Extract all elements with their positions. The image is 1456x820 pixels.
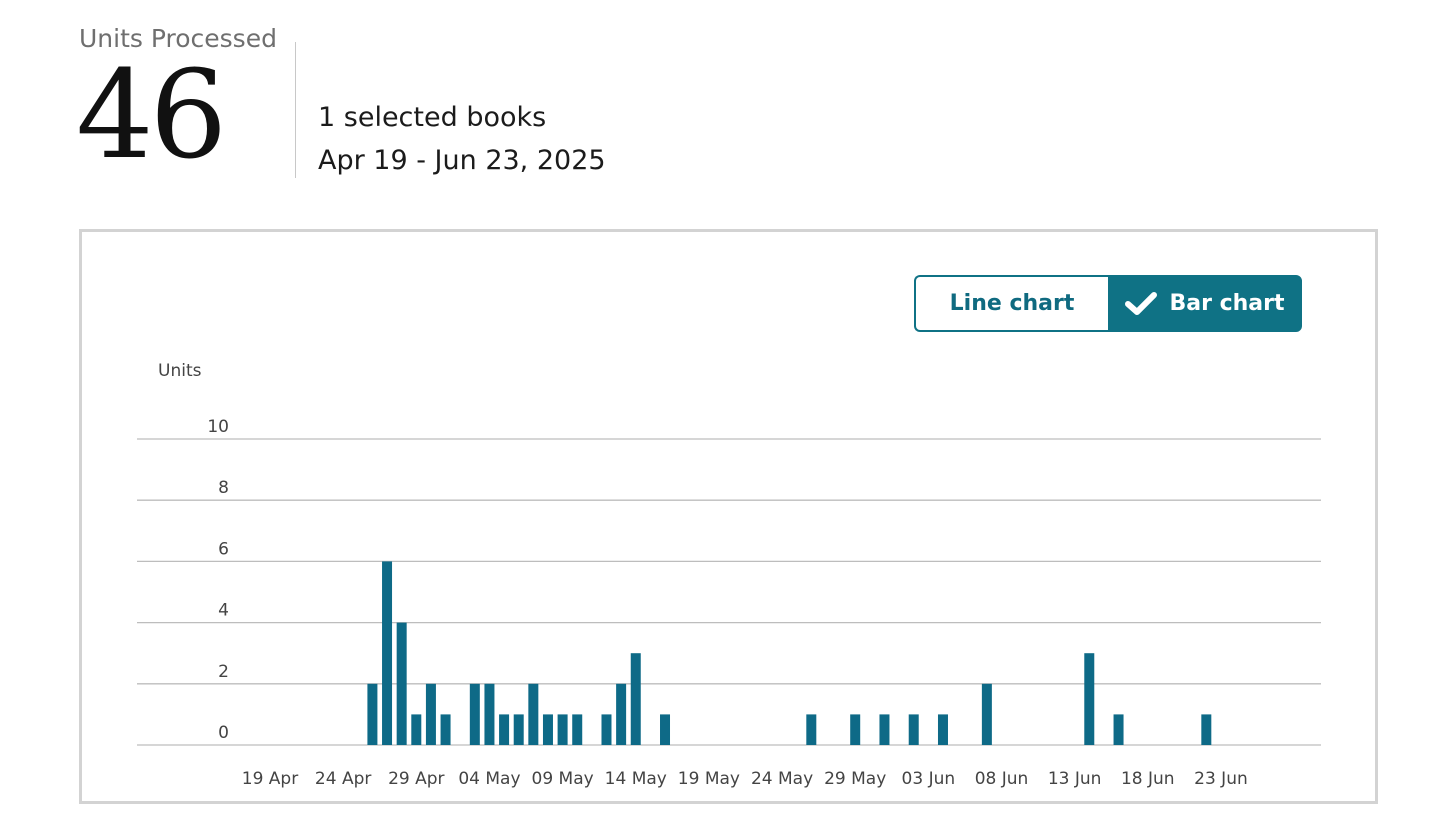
bar (660, 714, 671, 745)
bar (484, 683, 495, 745)
chart-panel (79, 229, 1378, 804)
bar (542, 714, 553, 745)
x-tick-label: 04 May (458, 769, 520, 789)
bar (879, 714, 890, 745)
x-tick-label: 24 May (751, 769, 813, 789)
line-chart-label: Line chart (949, 291, 1075, 316)
bar (1113, 714, 1124, 745)
x-tick-label: 29 Apr (388, 769, 444, 789)
bar (630, 653, 641, 745)
bar-chart-button[interactable]: Bar chart (1108, 275, 1302, 332)
bar (1201, 714, 1212, 745)
bar (601, 714, 612, 745)
x-tick-label: 23 Jun (1194, 769, 1248, 789)
divider (295, 42, 296, 178)
line-chart-button[interactable]: Line chart (914, 275, 1108, 332)
x-tick-label: 19 Apr (242, 769, 298, 789)
bar (528, 683, 539, 745)
bar (425, 683, 436, 745)
x-tick-label: 13 Jun (1048, 769, 1102, 789)
x-tick-label: 18 Jun (1121, 769, 1175, 789)
bar (469, 683, 480, 745)
x-tick-label: 09 May (532, 769, 594, 789)
bar (981, 683, 992, 745)
y-tick-label: 0 (218, 723, 229, 743)
x-tick-label: 03 Jun (902, 769, 956, 789)
bar (440, 714, 451, 745)
bar (1084, 653, 1095, 745)
metric-value: 46 (76, 44, 227, 186)
y-tick-label: 10 (207, 417, 229, 437)
bar (382, 561, 393, 745)
x-tick-label: 19 May (678, 769, 740, 789)
chart-type-toggle: Line chart Bar chart (914, 275, 1302, 332)
x-tick-label: 14 May (605, 769, 667, 789)
date-range-text: Apr 19 - Jun 23, 2025 (318, 145, 606, 176)
y-tick-label: 2 (218, 662, 229, 682)
bar (806, 714, 817, 745)
bar-chart-label: Bar chart (1169, 291, 1285, 316)
x-tick-label: 29 May (824, 769, 886, 789)
y-tick-label: 4 (218, 601, 229, 621)
y-axis-label: Units (158, 361, 202, 381)
bar (367, 683, 378, 745)
bar (616, 683, 627, 745)
checkmark-icon (1125, 291, 1158, 315)
bar (572, 714, 583, 745)
bar (411, 714, 422, 745)
y-tick-label: 6 (218, 539, 229, 559)
bar (396, 622, 407, 745)
bar (499, 714, 510, 745)
y-tick-label: 8 (218, 478, 229, 498)
bar (937, 714, 948, 745)
bar (557, 714, 568, 745)
bar (908, 714, 919, 745)
bar (513, 714, 524, 745)
x-tick-label: 08 Jun (975, 769, 1029, 789)
bar (850, 714, 861, 745)
x-tick-label: 24 Apr (315, 769, 371, 789)
metric-label: Units Processed (79, 24, 277, 53)
selected-books-text: 1 selected books (318, 102, 547, 133)
